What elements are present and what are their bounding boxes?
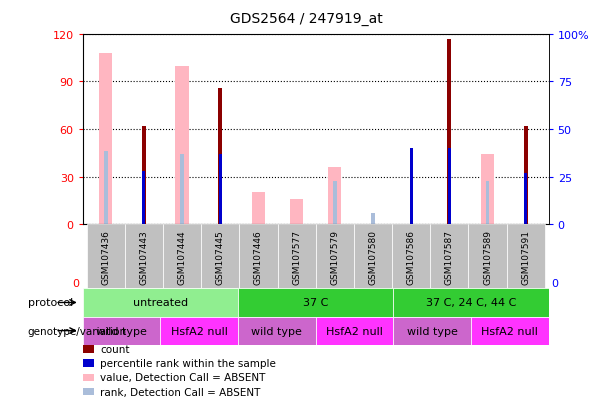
Bar [371, 214, 375, 225]
Bar [238, 317, 316, 345]
Bar [99, 54, 112, 225]
Bar [333, 182, 337, 225]
Bar [290, 199, 303, 225]
Text: GSM107436: GSM107436 [101, 229, 110, 284]
Text: GSM107587: GSM107587 [445, 229, 454, 284]
Bar [316, 225, 354, 289]
Text: rank, Detection Call = ABSENT: rank, Detection Call = ABSENT [100, 387, 261, 396]
Text: wild type: wild type [96, 326, 147, 336]
Bar [239, 225, 278, 289]
Text: 37 C: 37 C [303, 298, 329, 308]
Text: 37 C, 24 C, 44 C: 37 C, 24 C, 44 C [426, 298, 516, 308]
Text: HsfA2 null: HsfA2 null [326, 326, 383, 336]
Bar [354, 225, 392, 289]
Bar [524, 173, 527, 225]
Bar [392, 225, 430, 289]
Bar [175, 66, 189, 225]
Text: protocol: protocol [28, 298, 73, 308]
Bar [524, 126, 528, 225]
Text: wild type: wild type [251, 326, 302, 336]
Bar [409, 149, 413, 225]
Text: genotype/variation: genotype/variation [28, 326, 127, 336]
Text: percentile rank within the sample: percentile rank within the sample [100, 358, 276, 368]
Text: GSM107446: GSM107446 [254, 229, 263, 284]
Text: 0: 0 [73, 279, 80, 289]
Bar [86, 225, 125, 289]
Text: GDS2564 / 247919_at: GDS2564 / 247919_at [230, 12, 383, 26]
Text: GSM107580: GSM107580 [368, 229, 378, 284]
Bar [142, 171, 145, 225]
Text: GSM107586: GSM107586 [406, 229, 416, 284]
Bar [83, 289, 238, 317]
Text: GSM107445: GSM107445 [216, 229, 225, 284]
Bar [485, 182, 489, 225]
Bar [471, 317, 549, 345]
Bar [448, 149, 451, 225]
Bar [219, 154, 222, 225]
Bar [161, 317, 238, 345]
Text: GSM107443: GSM107443 [139, 229, 148, 284]
Bar [394, 317, 471, 345]
Bar [104, 152, 107, 225]
Bar [238, 289, 394, 317]
Bar [142, 126, 146, 225]
Text: GSM107579: GSM107579 [330, 229, 339, 284]
Text: GSM107591: GSM107591 [521, 229, 530, 284]
Bar [316, 317, 394, 345]
Bar [430, 225, 468, 289]
Bar [218, 88, 222, 225]
Text: 0: 0 [552, 279, 558, 289]
Bar [506, 225, 545, 289]
Bar [447, 39, 451, 225]
Bar [83, 317, 161, 345]
Text: untreated: untreated [133, 298, 188, 308]
Bar [163, 225, 201, 289]
Text: HsfA2 null: HsfA2 null [171, 326, 227, 336]
Text: GSM107444: GSM107444 [178, 230, 186, 284]
Bar [328, 168, 341, 225]
Text: value, Detection Call = ABSENT: value, Detection Call = ABSENT [100, 373, 265, 382]
Bar [201, 225, 239, 289]
Bar [252, 193, 265, 225]
Text: GSM107577: GSM107577 [292, 229, 301, 284]
Bar [125, 225, 163, 289]
Bar [278, 225, 316, 289]
Bar [180, 155, 184, 225]
Text: count: count [100, 344, 129, 354]
Bar [481, 155, 494, 225]
Bar [394, 289, 549, 317]
Text: wild type: wild type [407, 326, 457, 336]
Text: HsfA2 null: HsfA2 null [481, 326, 538, 336]
Bar [468, 225, 506, 289]
Text: GSM107589: GSM107589 [483, 229, 492, 284]
